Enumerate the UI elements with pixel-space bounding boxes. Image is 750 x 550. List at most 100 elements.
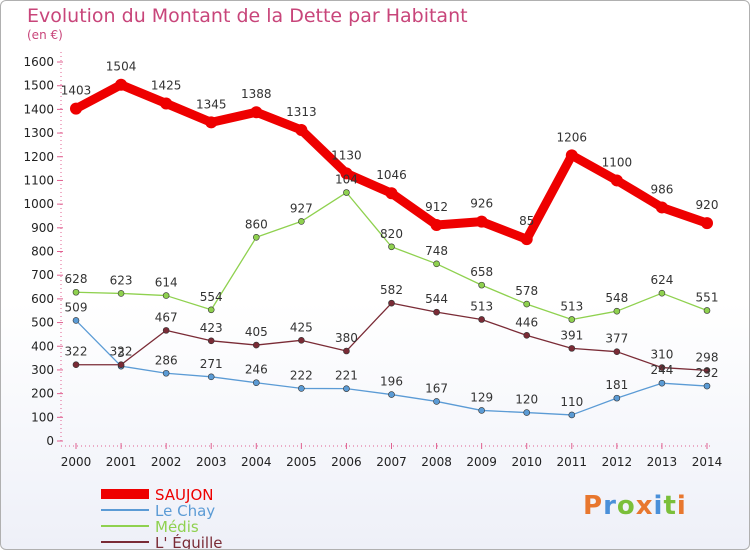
data-label: 1100 [602,155,633,169]
logo-letter: P [583,491,604,521]
data-label: 467 [155,310,178,324]
data-point [160,97,173,110]
data-point [72,288,80,296]
y-tick-label: 1600 [23,55,54,69]
y-tick-label: 800 [31,245,54,259]
data-label: 85 [519,214,534,228]
data-label: 920 [696,198,719,212]
data-label: 1206 [557,130,588,144]
data-point [117,361,125,369]
data-label: 322 [110,345,133,359]
legend-label: L' Éguille [155,533,223,549]
data-point [207,373,215,381]
data-label: 129 [470,390,493,404]
data-point [162,292,170,299]
data-label: 222 [290,368,313,382]
data-point [343,189,350,196]
data-label: 232 [696,366,719,380]
data-label: 986 [650,182,673,196]
data-point [162,327,170,334]
data-point [340,167,353,180]
data-point [523,409,531,416]
data-label: 423 [200,321,223,335]
data-label: 3 [117,346,125,360]
data-point [298,385,305,392]
y-tick-label: 1400 [23,102,54,116]
data-label: 912 [425,200,448,214]
data-point [655,201,668,214]
data-point [613,348,621,355]
data-label: 513 [470,299,493,313]
data-point [568,345,576,352]
data-label: 551 [696,290,719,304]
data-point [658,289,666,297]
data-point [478,281,485,289]
logo-letter: t [663,491,677,521]
y-tick-label: 700 [31,268,54,282]
data-point [613,307,621,315]
data-point [295,123,308,136]
data-point [162,369,170,377]
data-label: 120 [515,393,538,407]
data-point [343,385,350,392]
data-label: 271 [200,357,223,371]
data-point [115,78,128,91]
data-point [703,367,711,374]
data-point [72,317,80,324]
data-label: 582 [380,283,403,297]
data-point [475,215,488,228]
data-label: 167 [425,381,448,395]
y-tick-label: 200 [31,387,54,401]
data-point [658,364,666,371]
data-label: 1130 [331,148,362,162]
data-point [433,260,440,268]
data-label: 298 [696,350,719,364]
logo-letter: o [616,491,636,521]
data-point [568,316,576,323]
data-label: 322 [65,345,88,359]
data-label: 1388 [241,87,272,101]
data-label: 623 [110,273,133,287]
data-point [613,394,621,402]
data-point [610,174,623,187]
data-point [658,379,666,387]
data-label: 1046 [376,168,407,182]
data-label: 578 [515,284,538,298]
data-point [252,341,260,349]
data-label: 860 [245,217,268,231]
data-point [117,290,125,297]
data-point [478,316,485,323]
y-tick-label: 1100 [23,173,54,187]
data-point [703,382,711,390]
data-label: 1345 [196,97,227,111]
x-tick-label: 2004 [241,455,272,469]
y-tick-label: 600 [31,292,54,306]
y-tick-label: 0 [46,434,54,448]
logo-letter: i [653,491,664,521]
data-label: 310 [650,348,673,362]
y-tick-label: 1200 [23,150,54,164]
y-tick-label: 1000 [23,197,54,211]
data-label: 748 [425,244,448,258]
data-point [70,102,82,115]
data-point [385,187,398,200]
data-label: 1313 [286,105,317,119]
data-label: 446 [515,315,538,329]
x-tick-label: 2008 [421,455,452,469]
data-point [343,347,350,355]
proxiti-logo: Proxiti [583,491,687,521]
data-point [72,361,80,369]
data-label: 110 [560,395,583,409]
data-label: 624 [650,273,673,287]
data-label: 181 [605,378,628,392]
data-point [207,306,215,314]
x-tick-label: 2011 [557,455,588,469]
x-tick-label: 2007 [376,455,407,469]
data-point [523,332,531,339]
x-tick-label: 2009 [466,455,497,469]
data-point [478,407,485,414]
data-point [298,337,305,344]
data-label: 391 [560,328,583,342]
x-tick-label: 2002 [151,455,182,469]
